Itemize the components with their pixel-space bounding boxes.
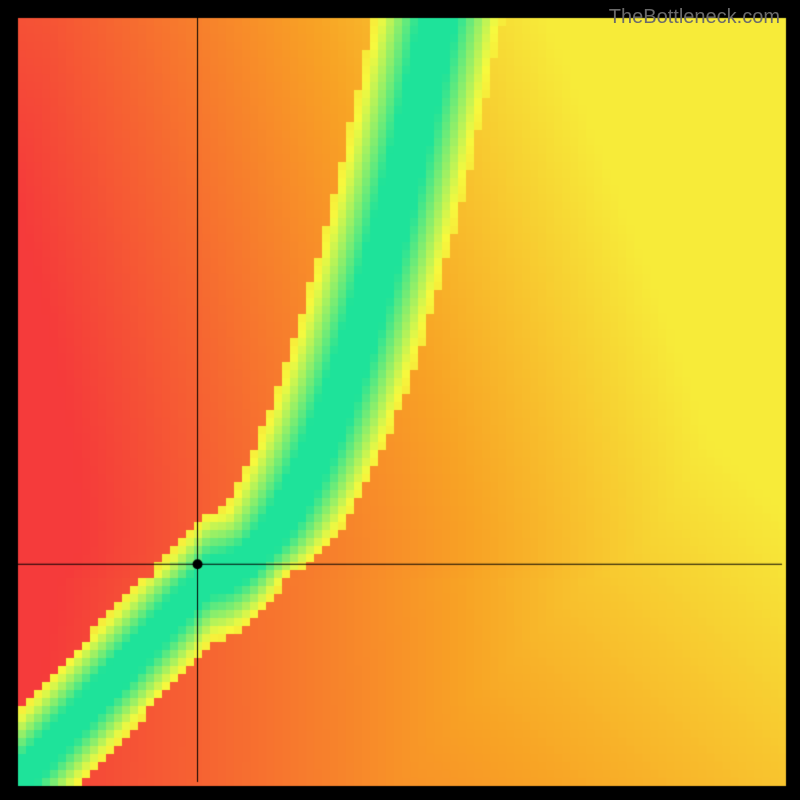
bottleneck-heatmap	[0, 0, 800, 800]
chart-container: TheBottleneck.com	[0, 0, 800, 800]
watermark-text: TheBottleneck.com	[609, 6, 780, 29]
